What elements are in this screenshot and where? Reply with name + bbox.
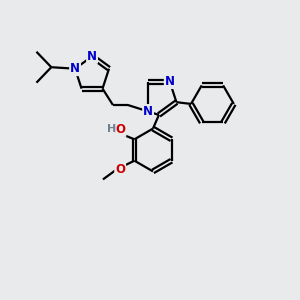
Text: N: N — [70, 62, 80, 75]
Text: H: H — [107, 124, 116, 134]
Text: O: O — [115, 164, 125, 176]
Text: N: N — [165, 75, 175, 88]
Text: O: O — [116, 123, 125, 136]
Text: N: N — [143, 105, 153, 118]
Text: N: N — [87, 50, 97, 63]
